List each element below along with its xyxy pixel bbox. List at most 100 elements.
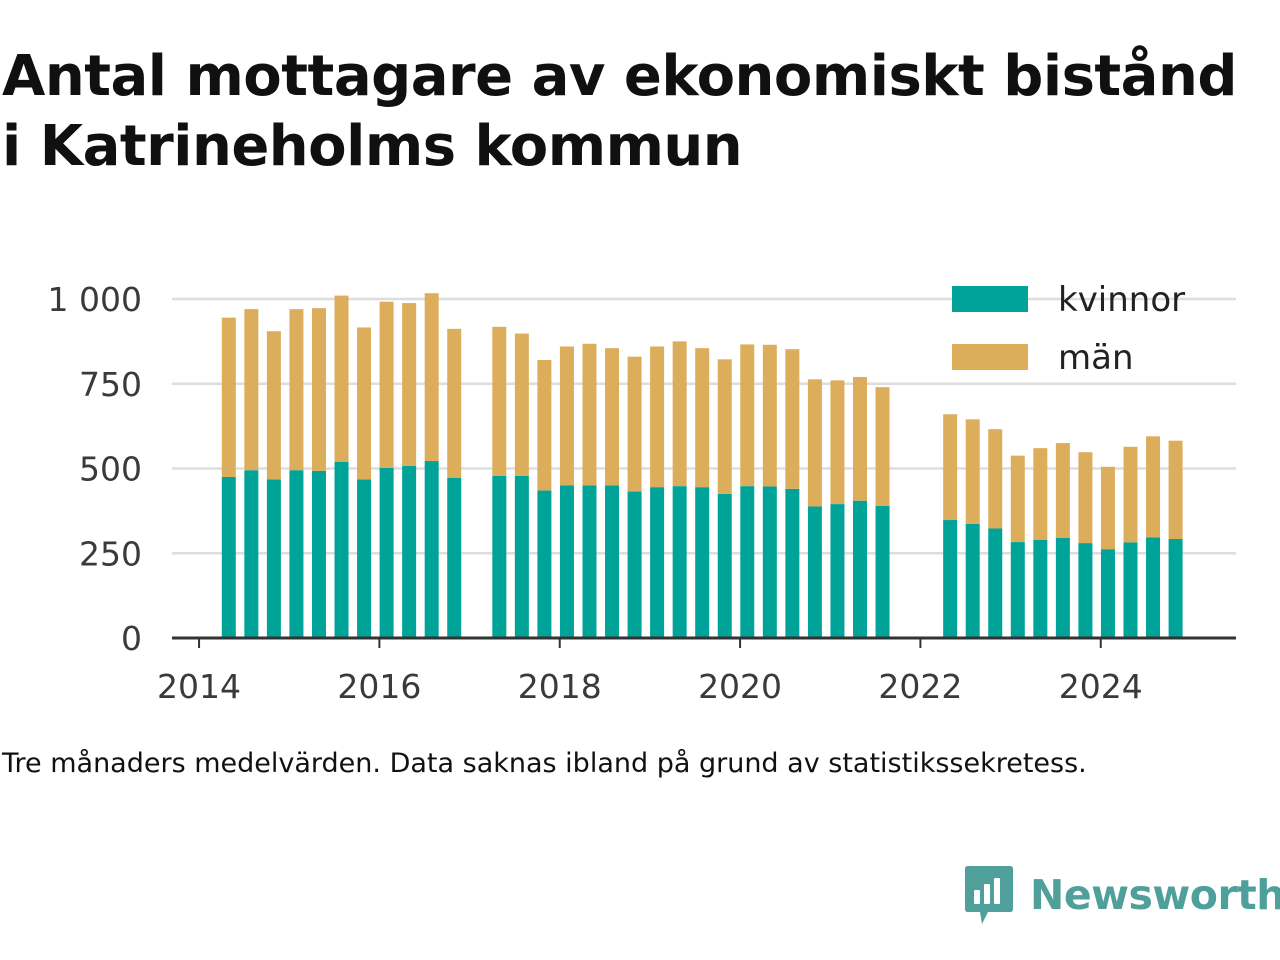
legend-swatch-kvinnor xyxy=(952,286,1028,312)
bar-kvinnor xyxy=(1123,542,1138,638)
bar-kvinnor xyxy=(740,486,755,638)
bar-kvinnor xyxy=(289,470,304,638)
bar-kvinnor xyxy=(311,470,326,638)
legend-label-kvinnor: kvinnor xyxy=(1058,280,1185,320)
bar-kvinnor xyxy=(605,485,620,638)
bar-man xyxy=(852,376,867,501)
bar-man xyxy=(965,419,980,524)
bar-kvinnor xyxy=(582,485,597,638)
x-tick-label: 2014 xyxy=(157,667,241,706)
bar-kvinnor xyxy=(762,486,777,638)
bar-man xyxy=(695,348,710,488)
y-tick-label: 1 000 xyxy=(48,280,142,319)
chart-title: Antal mottagare av ekonomiskt bistånd i … xyxy=(2,42,1278,182)
chart-title-line-1: Antal mottagare av ekonomiskt bistånd xyxy=(2,44,1237,109)
bar-man xyxy=(943,414,958,521)
chart-title-line-2: i Katrineholms kommun xyxy=(2,114,743,179)
x-tick-label: 2018 xyxy=(518,667,602,706)
bar-kvinnor xyxy=(717,493,732,638)
bar-kvinnor xyxy=(1010,542,1025,638)
legend-label-man: män xyxy=(1058,338,1134,378)
bar-man xyxy=(221,317,236,477)
bar-man xyxy=(402,303,417,466)
bar-kvinnor xyxy=(537,490,552,638)
bar-man xyxy=(447,328,462,478)
bar-man xyxy=(1010,455,1025,543)
bar-kvinnor xyxy=(988,528,1003,638)
bar-kvinnor xyxy=(266,479,281,638)
bar-man xyxy=(424,293,439,462)
bar-man xyxy=(988,429,1003,529)
bar-man xyxy=(514,333,529,476)
bar-man xyxy=(875,387,890,506)
bar-kvinnor xyxy=(424,461,439,638)
newsworthy-logo: Newsworthy xyxy=(964,862,1280,928)
bar-kvinnor xyxy=(244,470,259,638)
bar-kvinnor xyxy=(1055,537,1070,638)
bar-man xyxy=(807,379,822,507)
bar-kvinnor xyxy=(402,465,417,638)
bar-kvinnor xyxy=(875,505,890,638)
bar-man xyxy=(266,331,281,480)
x-tick-label: 2020 xyxy=(698,667,782,706)
bars xyxy=(221,293,1183,638)
bar-kvinnor xyxy=(1100,549,1115,638)
chat-bar-chart-icon xyxy=(965,866,1013,924)
y-tick-label: 0 xyxy=(121,619,142,658)
bar-man xyxy=(492,326,507,476)
bar-man xyxy=(289,309,304,471)
bar-kvinnor xyxy=(379,467,394,638)
bar-man xyxy=(1033,448,1048,540)
bar-man xyxy=(672,341,687,487)
bar-man xyxy=(717,359,732,494)
bar-man xyxy=(334,295,349,462)
legend-swatch-man xyxy=(952,344,1028,370)
bar-kvinnor xyxy=(1033,539,1048,638)
bar-kvinnor xyxy=(830,504,845,638)
bar-kvinnor xyxy=(1146,537,1161,638)
bar-kvinnor xyxy=(447,477,462,638)
bar-kvinnor xyxy=(1078,543,1093,638)
bar-man xyxy=(537,360,552,491)
chart-footnote: Tre månaders medelvärden. Data saknas ib… xyxy=(2,748,1087,779)
bar-man xyxy=(357,327,372,480)
x-tick-label: 2016 xyxy=(337,667,421,706)
bar-man xyxy=(627,356,642,492)
bar-man xyxy=(1146,436,1161,538)
bar-man xyxy=(1100,466,1115,550)
bar-kvinnor xyxy=(965,523,980,638)
bar-kvinnor xyxy=(1168,539,1183,638)
bar-man xyxy=(1055,443,1070,538)
axes: 0 250 500 750 1 000 2014 2016 2018 2020 2022 2024 xyxy=(48,280,1236,706)
bar-man xyxy=(1123,446,1138,543)
bar-kvinnor xyxy=(492,475,507,638)
bar-man xyxy=(830,380,845,505)
bar-kvinnor xyxy=(695,487,710,638)
bar-kvinnor xyxy=(334,461,349,638)
bar-man xyxy=(244,309,259,471)
bar-kvinnor xyxy=(852,500,867,638)
bar-kvinnor xyxy=(650,487,665,638)
y-tick-label: 500 xyxy=(79,450,142,489)
x-tick-label: 2022 xyxy=(878,667,962,706)
bar-man xyxy=(762,344,777,487)
y-tick-label: 250 xyxy=(79,534,142,573)
bar-man xyxy=(740,344,755,487)
x-tick-label: 2024 xyxy=(1059,667,1143,706)
bar-kvinnor xyxy=(221,476,236,638)
bar-man xyxy=(582,343,597,486)
bar-kvinnor xyxy=(627,491,642,638)
y-tick-label: 750 xyxy=(79,365,142,404)
bar-kvinnor xyxy=(559,485,574,638)
bar-man xyxy=(379,301,394,468)
bar-kvinnor xyxy=(807,506,822,638)
bar-man xyxy=(1168,440,1183,540)
stacked-bar-chart: kvinnor män 0 250 500 750 1 000 2014 2016 2018 2… xyxy=(48,280,1236,706)
bar-kvinnor xyxy=(672,486,687,638)
bar-man xyxy=(1078,452,1093,544)
bar-man xyxy=(559,346,574,486)
bar-kvinnor xyxy=(357,479,372,638)
brand-name: Newsworthy xyxy=(1030,871,1280,919)
bar-man xyxy=(605,348,620,486)
bar-kvinnor xyxy=(785,488,800,638)
